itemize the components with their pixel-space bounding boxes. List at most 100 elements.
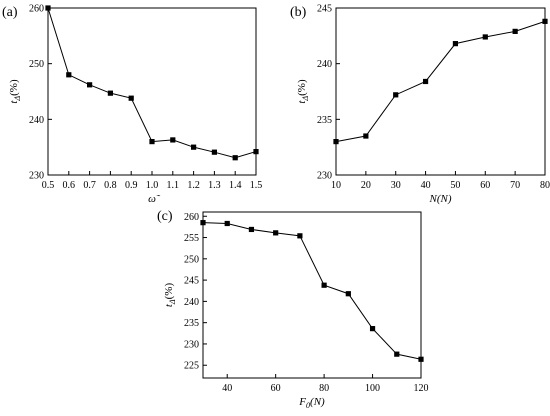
x-tick-label: 80 <box>319 383 329 394</box>
x-tick-label: 60 <box>271 383 281 394</box>
y-axis-label-subscript: Δ <box>13 96 22 102</box>
plot-frame <box>335 7 546 176</box>
x-axis-label: N(N) <box>429 193 452 205</box>
plot-frame <box>47 7 257 176</box>
y-tick-label: 240 <box>29 115 44 126</box>
y-tick-label: 260 <box>29 4 44 15</box>
y-axis-label-main: t <box>296 100 308 104</box>
y-axis-label-unit: (%) <box>8 79 20 96</box>
x-tick-label: 1.3 <box>208 180 221 191</box>
x-tick-label: 70 <box>510 180 520 191</box>
data-point-marker <box>418 356 424 362</box>
x-tick-label: 40 <box>421 180 431 191</box>
x-tick-label: 0.9 <box>125 180 138 191</box>
x-axis-label: F0(N) <box>298 396 325 410</box>
data-point-marker <box>345 291 351 297</box>
y-tick-label: 230 <box>317 171 332 182</box>
data-point-marker <box>482 34 488 40</box>
x-tick-label: 120 <box>414 383 429 394</box>
y-tick-label: 230 <box>184 339 199 350</box>
data-point-marker <box>232 155 238 161</box>
data-point-marker <box>393 92 399 98</box>
x-tick-label: 1.1 <box>167 180 180 191</box>
x-tick-label: 0.5 <box>42 180 55 191</box>
y-axis-label: tΔ(%) <box>8 79 22 104</box>
data-point-marker <box>66 72 72 78</box>
series-line <box>335 20 546 143</box>
data-point-marker <box>273 230 279 236</box>
data-point-marker <box>128 95 134 101</box>
y-axis-label: tΔ(%) <box>163 283 177 308</box>
panel-label: (c) <box>157 209 173 224</box>
x-axis-label-unit: (N) <box>310 396 325 408</box>
y-tick-label: 250 <box>184 254 199 265</box>
y-tick-label: 260 <box>184 212 199 223</box>
x-tick-label: 0.6 <box>63 180 76 191</box>
x-tick-label: 60 <box>480 180 490 191</box>
y-tick-label: 235 <box>317 115 332 126</box>
data-point-marker <box>333 139 339 145</box>
data-point-marker <box>107 90 113 96</box>
data-point-marker <box>248 226 255 233</box>
y-axis-label-unit: (%) <box>163 283 175 300</box>
data-point-marker <box>369 326 376 332</box>
y-tick-label: 235 <box>184 318 199 329</box>
y-tick-label: 230 <box>29 171 44 182</box>
x-axis-label-main: N(N) <box>429 193 452 205</box>
y-tick-label: 240 <box>317 59 332 70</box>
data-point-marker <box>394 351 400 357</box>
x-tick-label: 50 <box>450 180 460 191</box>
data-point-marker <box>191 144 197 150</box>
x-tick-label: 1.5 <box>250 180 263 191</box>
x-tick-label: 1.4 <box>229 180 242 191</box>
data-point-marker <box>87 82 93 88</box>
x-axis-label-subscript: 0 <box>306 401 310 410</box>
y-axis-label-subscript: Δ <box>168 299 177 305</box>
x-tick-label: 80 <box>540 180 550 191</box>
data-point-marker <box>297 233 303 239</box>
x-tick-label: 10 <box>331 180 341 191</box>
x-tick-label: 1.0 <box>146 180 159 191</box>
data-point-marker <box>211 149 217 155</box>
y-axis-label-subscript: Δ <box>301 96 310 102</box>
data-point-marker <box>149 139 155 145</box>
data-point-marker <box>452 41 459 47</box>
data-point-marker <box>321 282 327 288</box>
data-point-marker <box>512 28 518 34</box>
data-point-marker <box>200 220 206 226</box>
y-axis-label-main: t <box>163 303 175 307</box>
series-line <box>202 222 422 360</box>
y-axis-label-unit: (%) <box>296 79 308 96</box>
x-tick-label: 40 <box>222 383 232 394</box>
x-axis-label: ω̃ <box>148 193 161 205</box>
y-tick-label: 240 <box>184 297 199 308</box>
data-point-marker <box>224 220 230 227</box>
data-point-marker <box>45 5 51 11</box>
x-tick-label: 1.2 <box>187 180 200 191</box>
data-point-marker <box>253 149 259 155</box>
x-tick-label: 100 <box>365 383 380 394</box>
data-point-marker <box>363 133 369 139</box>
chart-panel-c: (c) 40 60 80 100 120 225 230 235 240 245 250 255 260 F… <box>157 209 429 410</box>
series-line <box>47 7 257 159</box>
data-point-marker <box>170 137 176 143</box>
y-tick-label: 245 <box>317 4 332 15</box>
chart-panel-a: (a) 0.5 0.6 0.7 0.8 0.9 1.0 1.1 1.2 1.3 1.4 1.5 230 2… <box>2 4 262 206</box>
x-tick-label: 20 <box>361 180 371 191</box>
panel-label: (a) <box>2 5 18 20</box>
y-tick-label: 245 <box>184 276 199 287</box>
data-point-marker <box>542 18 548 24</box>
x-tick-label: 0.8 <box>104 180 117 191</box>
data-point-marker <box>422 78 429 85</box>
plot-frame <box>202 211 422 379</box>
y-tick-label: 250 <box>29 59 44 70</box>
y-axis-label: tΔ(%) <box>296 79 310 104</box>
x-axis-label-main: ω̃ <box>148 193 161 205</box>
x-tick-label: 30 <box>391 180 401 191</box>
y-tick-label: 225 <box>184 361 199 372</box>
y-axis-label-main: t <box>8 100 20 104</box>
y-tick-label: 255 <box>184 233 199 244</box>
x-tick-label: 0.7 <box>83 180 96 191</box>
panel-label: (b) <box>290 5 307 20</box>
